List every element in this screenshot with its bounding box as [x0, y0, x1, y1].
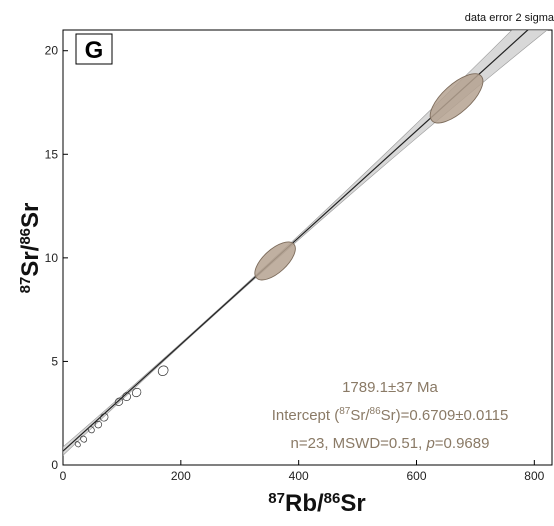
- error-ellipse: [157, 365, 169, 376]
- y-axis-title: 87Sr/86Sr: [17, 203, 44, 294]
- plot-area: [62, 29, 553, 466]
- data-error-note: data error 2 sigma: [465, 12, 554, 24]
- x-tick-label: 600: [406, 469, 426, 483]
- y-tick-label: 0: [51, 458, 58, 472]
- error-ellipse: [114, 397, 124, 406]
- age-text: 1789.1±37 Ma: [342, 379, 438, 396]
- error-ellipse: [74, 441, 81, 448]
- x-tick-label: 400: [289, 469, 309, 483]
- x-tick-label: 800: [524, 469, 544, 483]
- x-tick-label: 200: [171, 469, 191, 483]
- x-title-sup1: 87: [268, 490, 285, 507]
- y-title-sup2: 86: [17, 228, 34, 245]
- y-title-main1: Sr/: [17, 244, 44, 276]
- y-tick-label: 20: [45, 44, 59, 58]
- x-axis-title: 87Rb/86Sr: [268, 490, 365, 517]
- axis-ticks: 0 200 400 600 800 0 5 10 15 20: [45, 44, 545, 483]
- error-ellipse: [94, 420, 103, 429]
- error-ellipse: [131, 387, 142, 398]
- error-ellipses: [74, 73, 484, 448]
- x-tick-label: 0: [60, 469, 67, 483]
- isochron-results: 1789.1±37 Ma Intercept (87Sr/86Sr)=0.670…: [272, 379, 509, 452]
- y-title-sup1: 87: [17, 277, 34, 294]
- error-ellipse: [80, 435, 88, 443]
- intercept-text: Intercept (87Sr/86Sr)=0.6709±0.0115: [272, 406, 509, 424]
- error-ellipse: [122, 392, 131, 401]
- x-title-sup2: 86: [324, 490, 341, 507]
- y-tick-label: 5: [51, 354, 58, 368]
- x-title-main1: Rb/: [285, 490, 324, 517]
- panel-label-box: G: [75, 33, 113, 65]
- error-ellipse: [87, 426, 95, 434]
- x-title-main2: Sr: [340, 490, 365, 517]
- error-envelope: [63, 30, 548, 456]
- stats-text: n=23, MSWD=0.51, p=0.9689: [291, 435, 490, 452]
- error-ellipse: [254, 241, 296, 281]
- y-title-main2: Sr: [17, 203, 44, 228]
- error-ellipse: [429, 73, 484, 124]
- panel-label: G: [85, 37, 104, 64]
- error-ellipse: [100, 413, 109, 422]
- y-tick-label: 15: [45, 147, 59, 161]
- y-tick-label: 10: [45, 251, 59, 265]
